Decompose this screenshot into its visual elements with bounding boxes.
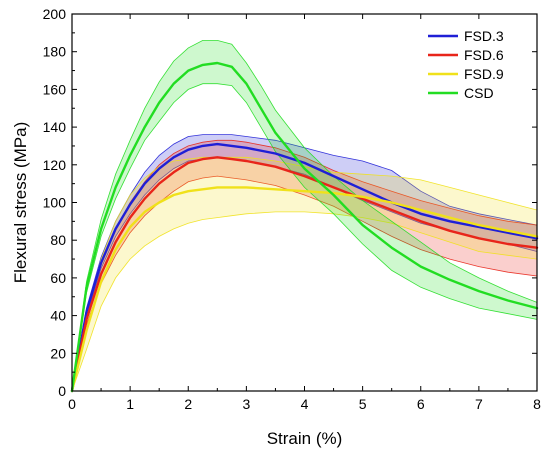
- x-tick-label: 6: [417, 396, 425, 412]
- y-tick-label: 180: [43, 44, 67, 60]
- y-axis-label: Flexural stress (MPa): [11, 122, 30, 284]
- line-fsd-3: [70, 142, 539, 393]
- y-tick-label: 160: [43, 81, 67, 97]
- x-tick-label: 5: [359, 396, 367, 412]
- x-tick-label: 7: [475, 396, 483, 412]
- y-tick-label: 120: [43, 157, 67, 173]
- y-tick-label: 40: [50, 308, 66, 324]
- legend-label-fsd-9: FSD.9: [464, 66, 504, 82]
- x-tick-label: 1: [126, 396, 134, 412]
- x-tick-label: 2: [184, 396, 192, 412]
- y-tick-label: 0: [58, 383, 66, 399]
- legend: FSD.3 FSD.6 FSD.9 CSD: [428, 28, 504, 101]
- line-csd: [70, 61, 539, 393]
- x-tick-label: 0: [68, 396, 76, 412]
- x-axis: 0 1 2 3 4 5 6 7 8: [68, 14, 541, 412]
- legend-label-csd: CSD: [464, 85, 494, 101]
- line-fsd-6: [70, 156, 539, 393]
- x-tick-label: 8: [533, 396, 541, 412]
- y-tick-label: 100: [43, 195, 67, 211]
- y-axis: 0 20 40 60 80 100 120 140 160 180 200: [43, 6, 537, 399]
- legend-label-fsd-6: FSD.6: [464, 47, 504, 63]
- x-tick-label: 4: [301, 396, 309, 412]
- y-tick-label: 80: [50, 232, 66, 248]
- x-axis-label: Strain (%): [267, 429, 343, 448]
- y-tick-label: 200: [43, 6, 67, 22]
- legend-label-fsd-3: FSD.3: [464, 28, 504, 44]
- line-fsd-9: [70, 186, 539, 393]
- y-tick-label: 140: [43, 119, 67, 135]
- y-tick-label: 60: [50, 270, 66, 286]
- y-tick-label: 20: [50, 345, 66, 361]
- series-lines: [70, 61, 539, 393]
- x-tick-label: 3: [242, 396, 250, 412]
